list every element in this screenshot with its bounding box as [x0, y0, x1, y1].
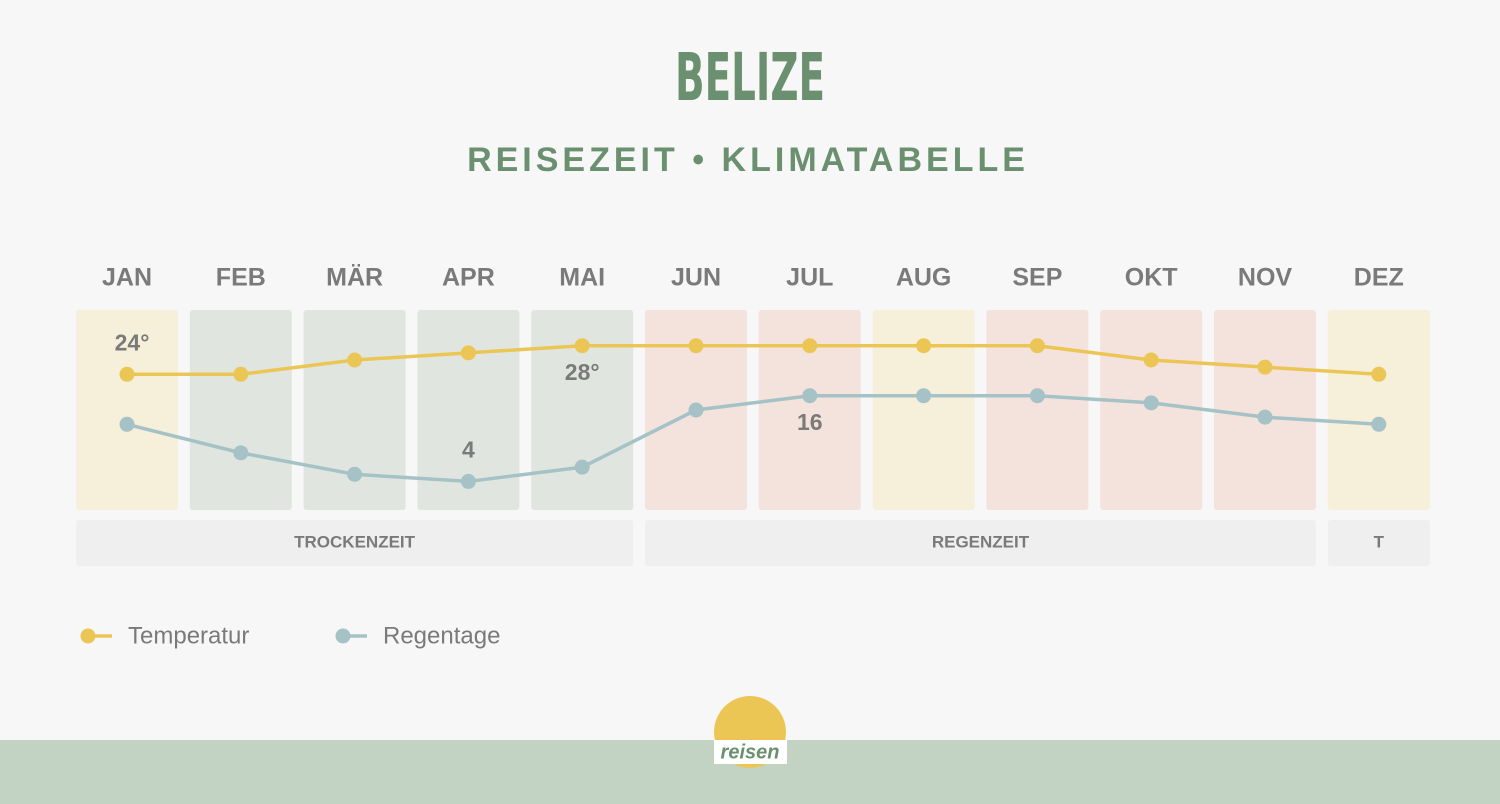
season-bar [76, 520, 634, 566]
data-point [574, 459, 590, 475]
month-cell [531, 310, 634, 510]
x-tick-label: SEP [1012, 264, 1062, 292]
data-point [688, 338, 704, 354]
legend-marker [80, 628, 96, 644]
data-point [119, 366, 135, 382]
logo: reisen [714, 696, 787, 768]
x-tick-label: JUN [671, 264, 721, 292]
month-cell [189, 310, 292, 510]
month-cell [872, 310, 975, 510]
data-point [802, 338, 818, 354]
chart-title: BELIZE [675, 39, 825, 116]
data-point [1143, 352, 1159, 368]
month-cell [758, 310, 861, 510]
data-label: 28° [565, 359, 600, 385]
month-cell [76, 310, 178, 510]
season-label: TROCKENZEIT [294, 532, 416, 551]
data-point [1029, 388, 1045, 404]
data-point [460, 345, 476, 361]
season-label: T [1374, 532, 1385, 551]
data-point [347, 466, 363, 482]
data-label: 24° [115, 329, 150, 355]
data-point [233, 445, 249, 461]
x-tick-label: NOV [1238, 264, 1293, 292]
data-point [347, 352, 363, 368]
legend-marker [335, 628, 351, 644]
data-point [916, 388, 932, 404]
x-tick-label: JAN [102, 264, 152, 292]
season-bar [645, 520, 1316, 566]
legend-label: Regentage [383, 622, 500, 649]
chart-subtitle: REISEZEIT • KLIMATABELLE [467, 141, 1029, 179]
logo-plate [714, 740, 787, 764]
x-tick-label: AUG [896, 264, 952, 292]
data-point [1029, 338, 1045, 354]
month-cell [1327, 310, 1430, 510]
data-point [688, 402, 704, 418]
data-point [119, 416, 135, 432]
data-point [1257, 409, 1273, 425]
x-tick-label: MÄR [326, 264, 383, 292]
data-point [802, 388, 818, 404]
series-line [126, 393, 1379, 484]
data-label: 16 [797, 409, 823, 435]
logo-text: reisen [721, 741, 780, 763]
month-cell [417, 310, 520, 510]
season-label: REGENZEIT [932, 532, 1030, 551]
data-point [1371, 416, 1387, 432]
series-line [127, 343, 1379, 377]
x-tick-label: MAI [559, 264, 605, 292]
data-point [574, 338, 590, 354]
data-point [233, 366, 249, 382]
data-point [1143, 395, 1159, 411]
x-tick-label: APR [442, 264, 495, 292]
x-tick-label: DEZ [1354, 264, 1404, 292]
month-cell [986, 310, 1089, 510]
data-point [1371, 366, 1387, 382]
x-tick-label: OKT [1125, 264, 1178, 292]
data-point [460, 473, 476, 489]
season-bar [1327, 520, 1430, 566]
data-point [916, 338, 932, 354]
x-tick-label: JUL [786, 264, 833, 292]
data-point [1257, 359, 1273, 375]
legend-label: Temperatur [128, 622, 249, 649]
x-tick-label: FEB [216, 264, 266, 292]
data-label: 4 [462, 437, 475, 463]
